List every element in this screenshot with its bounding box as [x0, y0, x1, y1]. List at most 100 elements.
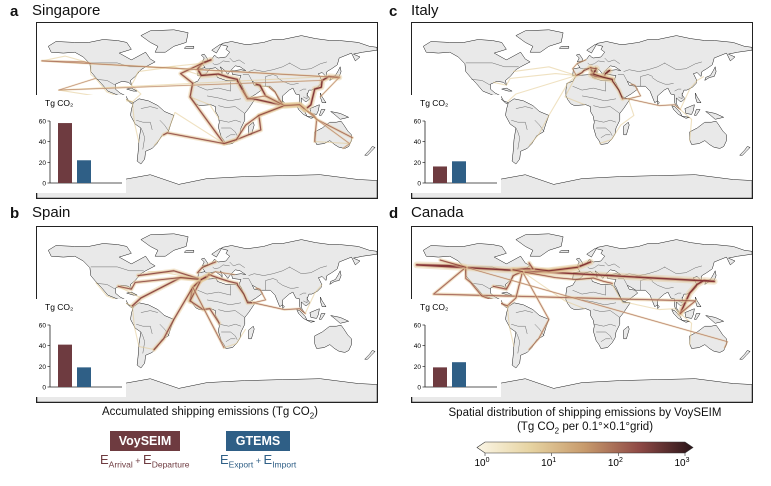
land-iceland [183, 46, 195, 49]
shipping-lane-minor [679, 109, 693, 142]
land-australia [689, 120, 727, 149]
land-borneo [684, 308, 695, 319]
country-border [219, 324, 242, 327]
country-border [534, 324, 545, 336]
country-border [511, 120, 528, 130]
shipping-lane-major [242, 89, 306, 110]
land-greenland [140, 29, 189, 53]
country-border [248, 266, 291, 276]
shipping-lane-major [192, 286, 225, 348]
land-sulawesi [319, 109, 326, 116]
country-border [604, 57, 620, 64]
formula-term: E [263, 452, 273, 467]
shipping-lane-minor [133, 122, 140, 143]
country-border [229, 261, 245, 268]
colorbar-ramp [476, 441, 694, 454]
shipping-lane-mid [465, 266, 728, 349]
country-border [90, 266, 144, 271]
country-border [515, 331, 520, 354]
shipping-lane-mid [319, 76, 340, 98]
world-map [36, 22, 378, 199]
colorbar-title: Spatial distribution of shipping emissio… [420, 406, 750, 438]
country-border [225, 338, 236, 342]
shipping-lane-major [58, 78, 323, 91]
land-africa [565, 278, 631, 349]
formula-subscript: Arrival [108, 459, 133, 470]
country-border [617, 278, 628, 286]
formula-subscript: Export [228, 459, 254, 470]
shipping-lane-minor [166, 111, 225, 145]
shipping-lane-mid [206, 271, 235, 278]
shipping-lane-minor [598, 98, 635, 145]
country-border [581, 95, 617, 101]
country-border [515, 106, 533, 109]
country-border [206, 299, 242, 305]
land-sri-lanka [657, 100, 660, 106]
shipping-lane-major [41, 60, 340, 78]
country-border [212, 60, 230, 65]
shipping-lane-major [575, 67, 591, 76]
world-map [411, 226, 753, 403]
formula-term: E [143, 452, 152, 467]
land-philippines [320, 296, 327, 307]
country-border [276, 77, 299, 85]
land-greenland [515, 29, 564, 53]
legend-title-end: ) [314, 406, 319, 418]
shipping-lane-major [492, 271, 523, 290]
shipping-lane-major [253, 302, 306, 314]
legend-title-main: Accumulated shipping emissions (Tg CO [101, 406, 310, 418]
land-antarctica [37, 378, 377, 402]
shipping-lane-major [590, 67, 597, 70]
land-new-guinea [330, 111, 350, 120]
land-iceland [183, 250, 195, 253]
country-border [515, 127, 520, 150]
country-border [593, 105, 620, 114]
land-north-america [47, 39, 156, 105]
shipping-lane-minor [564, 75, 586, 106]
land-greenland [515, 233, 564, 257]
country-border [96, 79, 116, 86]
land-borneo [684, 104, 695, 115]
country-border [674, 88, 682, 92]
world-map [36, 226, 378, 403]
shipping-lane-major [208, 274, 254, 304]
shipping-lane-major [628, 98, 681, 110]
country-border [159, 120, 170, 132]
shipping-lane-minor [507, 74, 577, 103]
land-new-zealand [739, 350, 751, 360]
colorbar-tick-label: 100 [474, 457, 489, 469]
land-new-guinea [705, 111, 725, 120]
country-border [471, 283, 491, 290]
country-border [511, 324, 528, 334]
shipping-lane-major [153, 279, 202, 350]
shipping-lane-mid [304, 109, 351, 149]
country-border [218, 309, 245, 318]
shipping-lane-major [415, 264, 715, 315]
land-cuba [501, 87, 513, 92]
land-south-america [130, 98, 175, 165]
country-border [593, 309, 620, 318]
land-japan [329, 270, 342, 285]
country-border [587, 264, 605, 269]
land-eurasia [197, 35, 377, 110]
gtems-badge: GTEMS [226, 431, 290, 451]
country-border [289, 61, 327, 70]
shipping-lane-minor [493, 73, 577, 86]
panel-title: Singapore [32, 2, 101, 19]
shipping-lane-minor [153, 134, 165, 146]
shipping-lane-minor [131, 305, 140, 347]
land-antarctica [412, 174, 752, 198]
country-border [617, 74, 628, 82]
shipping-lane-minor [138, 346, 155, 351]
shipping-lane-minor [138, 66, 202, 77]
country-border [248, 62, 291, 72]
panel-spain: b Spain [0, 202, 385, 403]
country-border [534, 120, 545, 132]
country-border [276, 281, 299, 289]
voyseim-formula: EArrival + EDeparture [100, 452, 190, 470]
formula-term: E [100, 452, 109, 467]
country-border [651, 281, 674, 289]
panel-singapore: a Singapore [0, 0, 385, 200]
land-japan [704, 66, 717, 81]
